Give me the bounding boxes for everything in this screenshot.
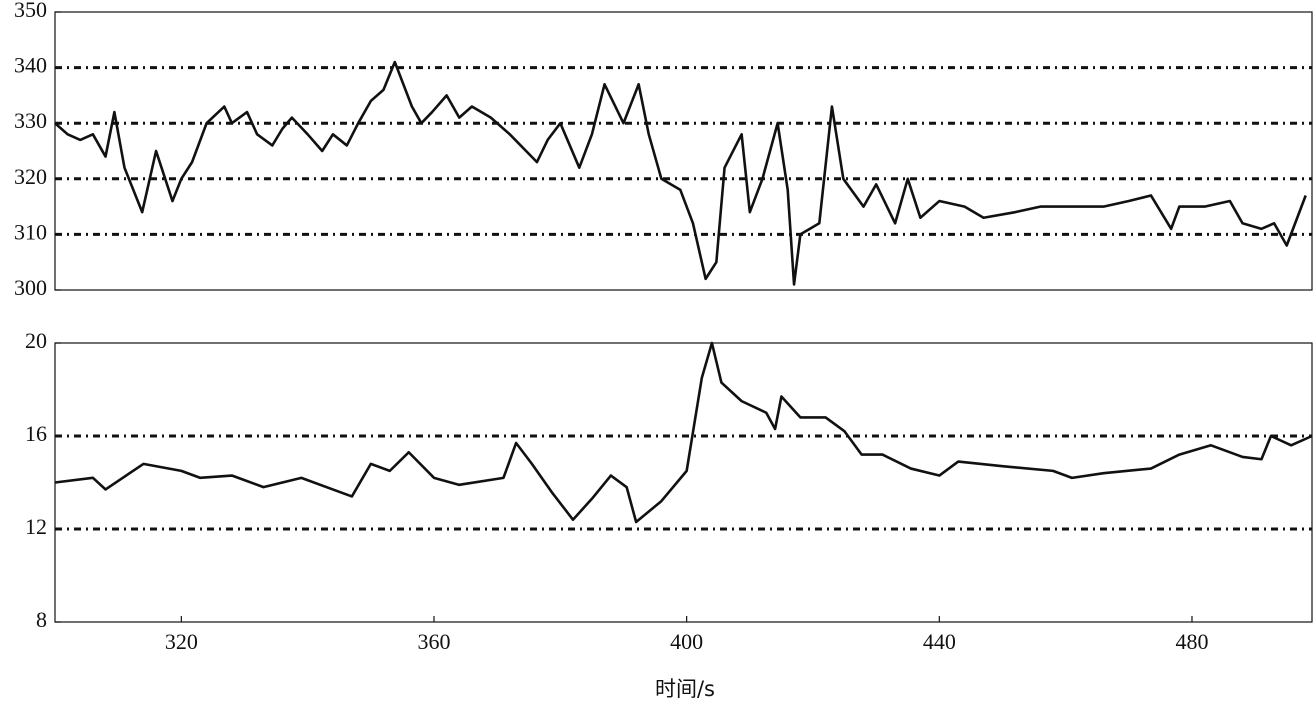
y-tick-label: 340 xyxy=(14,53,47,78)
x-axis-label: 时间/s xyxy=(655,677,715,701)
plot-frame xyxy=(54,11,1313,291)
y-tick-label: 16 xyxy=(25,421,47,446)
x-tick-label: 320 xyxy=(165,629,198,654)
plot-frame xyxy=(54,342,1313,623)
y-tick-label: 320 xyxy=(14,164,47,189)
y-tick-label: 350 xyxy=(14,0,47,22)
x-tick-label: 360 xyxy=(417,629,450,654)
x-tick-label: 480 xyxy=(1175,629,1208,654)
x-tick-label: 400 xyxy=(670,629,703,654)
y-tick-label: 12 xyxy=(25,514,47,539)
y-tick-label: 8 xyxy=(36,607,47,632)
y-tick-label: 310 xyxy=(14,219,47,244)
data-line xyxy=(54,341,1313,524)
x-tick-label: 440 xyxy=(923,629,956,654)
y-tick-label: 300 xyxy=(14,275,47,300)
y-tick-label: 330 xyxy=(14,108,47,133)
y-tick-label: 20 xyxy=(25,328,47,353)
data-line xyxy=(54,60,1307,286)
